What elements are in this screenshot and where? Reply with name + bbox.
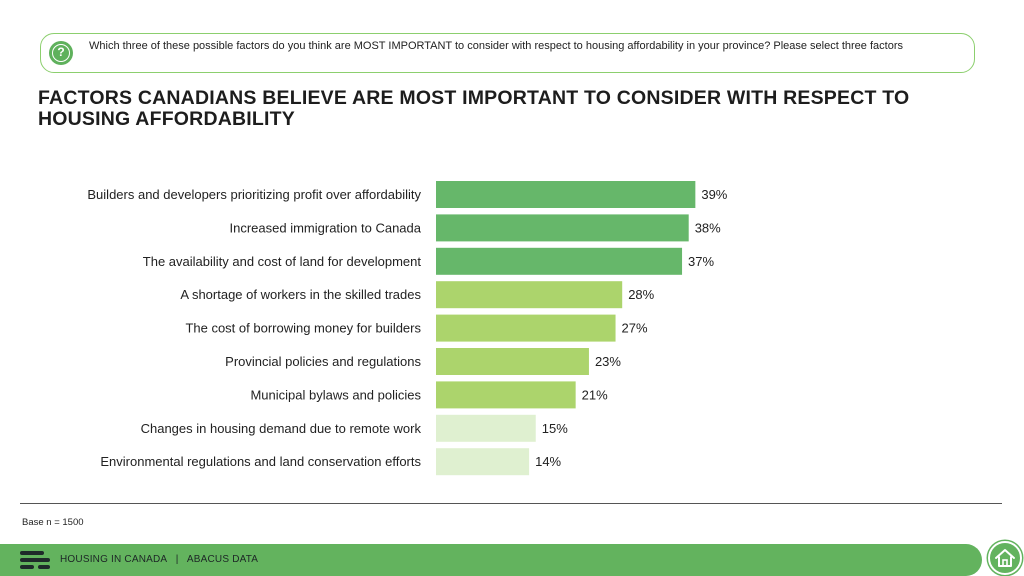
bar-5 [436, 314, 616, 342]
home-icon [995, 549, 1015, 567]
chart-title: FACTORS CANADIANS BELIEVE ARE MOST IMPOR… [38, 87, 910, 130]
footer-section: HOUSING IN CANADA [60, 554, 167, 565]
bar-9 [436, 448, 530, 476]
category-label: Provincial policies and regulations [225, 354, 421, 369]
value-label: 23% [595, 354, 621, 369]
value-label: 37% [688, 254, 714, 269]
footer-text: HOUSING IN CANADA | ABACUS DATA [60, 554, 258, 565]
footer-brand: ABACUS DATA [186, 554, 259, 565]
question-box: ? Which three of these possible factors … [40, 33, 975, 73]
category-label: The availability and cost of land for de… [143, 254, 422, 269]
bar-8 [436, 414, 536, 442]
value-label: 21% [582, 387, 608, 402]
category-label: Environmental regulations and land conse… [100, 454, 421, 469]
value-label: 27% [622, 321, 648, 336]
bar-1 [436, 181, 696, 208]
bar-4 [436, 281, 623, 309]
footer-bar: HOUSING IN CANADA | ABACUS DATA [0, 544, 982, 576]
value-label: 38% [695, 220, 721, 235]
value-label: 28% [628, 287, 654, 302]
home-button[interactable] [988, 541, 1022, 575]
question-text: Which three of these possible factors do… [89, 40, 903, 52]
bar-6 [436, 348, 589, 375]
bar-7 [436, 381, 576, 409]
category-label: The cost of borrowing money for builders [185, 321, 421, 336]
question-mark-icon: ? [49, 41, 73, 65]
category-label: Builders and developers prioritizing pro… [87, 187, 421, 202]
category-label: A shortage of workers in the skilled tra… [180, 287, 421, 302]
divider [20, 503, 1002, 504]
bar-3 [436, 247, 683, 275]
category-label: Municipal bylaws and policies [250, 387, 421, 402]
value-label: 15% [542, 421, 568, 436]
category-label: Increased immigration to Canada [230, 220, 422, 235]
base-note: Base n = 1500 [22, 517, 84, 528]
footer-separator: | [175, 554, 179, 565]
value-label: 39% [701, 187, 727, 202]
abacus-logo-icon [20, 551, 50, 569]
bar-2 [436, 214, 689, 242]
value-label: 14% [535, 454, 561, 469]
category-label: Changes in housing demand due to remote … [141, 421, 422, 436]
